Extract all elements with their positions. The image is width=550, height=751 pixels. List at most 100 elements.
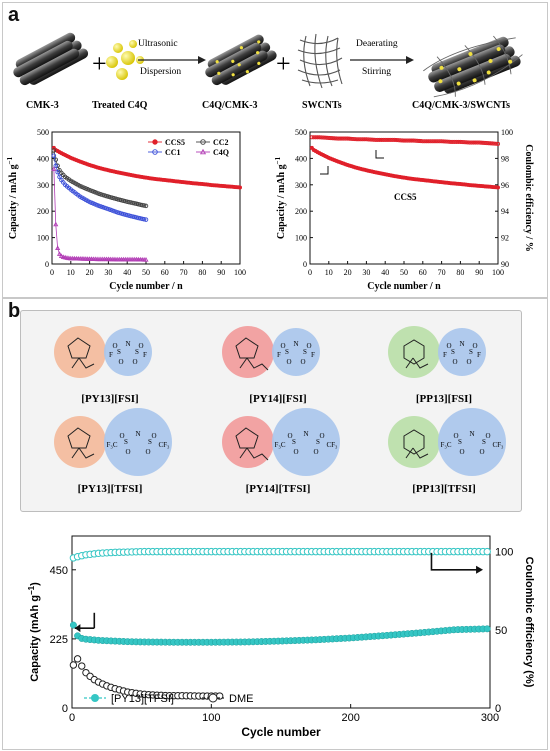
chart-ccs5-capacity-efficiency: 0 10 20 30 40 50 60 70 80 90 100010020030040050090… bbox=[274, 128, 534, 292]
series-capacity bbox=[309, 145, 500, 190]
left-axis-arrow bbox=[320, 166, 329, 175]
data-point bbox=[324, 135, 329, 140]
y-axis-label-ylabel_end: ) bbox=[29, 582, 41, 586]
methyl-group bbox=[239, 447, 248, 459]
methyl-group bbox=[71, 357, 80, 369]
y-axis-label-text: Capacity / mAh g bbox=[276, 164, 287, 239]
y2-tick-label: 0 bbox=[495, 703, 501, 715]
anion-sulfur: S bbox=[285, 348, 289, 356]
legend-marker bbox=[200, 139, 206, 145]
cation-sphere bbox=[54, 326, 106, 378]
arrow1-label-top: Ultrasonic bbox=[138, 39, 178, 49]
piperidinium-ring bbox=[403, 429, 425, 455]
ionic-liquid-pp13fsi: NS SO OO OF F[PP13][FSI] bbox=[388, 326, 486, 405]
data-point bbox=[360, 137, 365, 142]
anion-oxygen: O bbox=[300, 358, 305, 366]
x-tick-label: 50 bbox=[400, 268, 408, 277]
data-point bbox=[483, 625, 491, 633]
anion-sulfur: S bbox=[316, 438, 320, 446]
data-point bbox=[495, 141, 501, 146]
data-point bbox=[492, 141, 497, 146]
anion-nitrogen: N bbox=[469, 430, 474, 438]
anion-sphere bbox=[104, 328, 152, 376]
anion-sphere bbox=[272, 408, 340, 476]
data-point bbox=[381, 137, 386, 142]
x-tick-label: 20 bbox=[344, 268, 352, 277]
data-point bbox=[483, 547, 491, 556]
data-point bbox=[486, 141, 491, 146]
data-point bbox=[471, 140, 476, 145]
methyl-group bbox=[405, 447, 414, 459]
panel-a bbox=[2, 2, 548, 298]
anion-oxygen: O bbox=[151, 432, 156, 440]
data-point bbox=[143, 257, 149, 262]
arrow1-label-bottom: Dispersion bbox=[140, 67, 181, 77]
anion-oxygen: O bbox=[125, 448, 130, 456]
data-point bbox=[495, 185, 500, 190]
data-point bbox=[413, 138, 418, 143]
anion-sulfur: S bbox=[148, 438, 152, 446]
x-tick-label: 60 bbox=[161, 268, 169, 277]
data-point bbox=[488, 141, 493, 146]
data-point bbox=[407, 138, 412, 143]
data-point bbox=[339, 136, 345, 141]
data-point bbox=[401, 138, 407, 143]
anion-oxygen: O bbox=[472, 342, 477, 350]
data-point bbox=[371, 137, 376, 142]
data-point bbox=[353, 137, 358, 142]
series-ccs5 bbox=[51, 145, 242, 190]
left-arrow-head bbox=[74, 624, 81, 633]
anion-sulfur: S bbox=[135, 348, 139, 356]
data-point bbox=[394, 138, 399, 143]
anion-cf3: F₃C bbox=[274, 441, 285, 449]
legend-marker bbox=[208, 693, 218, 703]
anion-cf3: CF₃ bbox=[326, 441, 338, 449]
data-point bbox=[479, 140, 484, 145]
data-point bbox=[69, 661, 78, 669]
data-point bbox=[317, 135, 322, 140]
y2-tick-label: 100 bbox=[501, 128, 513, 137]
data-point bbox=[437, 139, 442, 144]
data-point bbox=[386, 137, 392, 142]
data-point bbox=[356, 137, 361, 142]
data-point bbox=[311, 135, 316, 140]
anion-fluorine: F bbox=[277, 351, 281, 359]
y-axis-label-ylabel_sup: −1 bbox=[27, 585, 36, 595]
legend-marker bbox=[91, 694, 99, 702]
data-point bbox=[326, 135, 331, 140]
plot-frame bbox=[71, 535, 491, 709]
label-cmk3: CMK-3 bbox=[26, 100, 59, 111]
data-point bbox=[362, 137, 367, 142]
data-point bbox=[322, 135, 328, 140]
data-point bbox=[433, 139, 439, 144]
anion-cf3: CF₃ bbox=[492, 441, 504, 449]
y2-tick-label: 100 bbox=[495, 547, 513, 559]
anion-sulfur: S bbox=[292, 438, 296, 446]
legend-marker bbox=[152, 139, 158, 145]
y-axis-label-sup: −1 bbox=[274, 156, 282, 164]
anion-oxygen: O bbox=[466, 358, 471, 366]
x-tick-label: 90 bbox=[475, 268, 483, 277]
y2-tick-label: 94 bbox=[501, 207, 509, 216]
x-tick-label: 200 bbox=[341, 712, 359, 724]
data-point bbox=[467, 140, 472, 145]
data-point bbox=[422, 139, 427, 144]
cation-structure-icon bbox=[67, 337, 95, 369]
y-tick-label: 400 bbox=[37, 154, 49, 163]
arrow2-label-bottom: Stirring bbox=[362, 67, 391, 77]
anion-structure-icon: NS SO OO OF F bbox=[443, 340, 481, 366]
anion-oxygen: O bbox=[479, 448, 484, 456]
anion-oxygen: O bbox=[459, 448, 464, 456]
series-line bbox=[311, 147, 499, 188]
data-point bbox=[341, 136, 346, 141]
data-point bbox=[392, 137, 397, 142]
arrow2-label-top: Deaerating bbox=[356, 39, 398, 49]
anion-sphere bbox=[272, 328, 320, 376]
x-tick-label: 80 bbox=[198, 268, 206, 277]
anion-nitrogen: N bbox=[293, 340, 298, 348]
alkyl-chain bbox=[412, 447, 429, 459]
anion-oxygen: O bbox=[485, 432, 490, 440]
y2-tick-label: 98 bbox=[501, 154, 509, 163]
label-composite: C4Q/CMK-3/SWCNTs bbox=[412, 100, 510, 111]
